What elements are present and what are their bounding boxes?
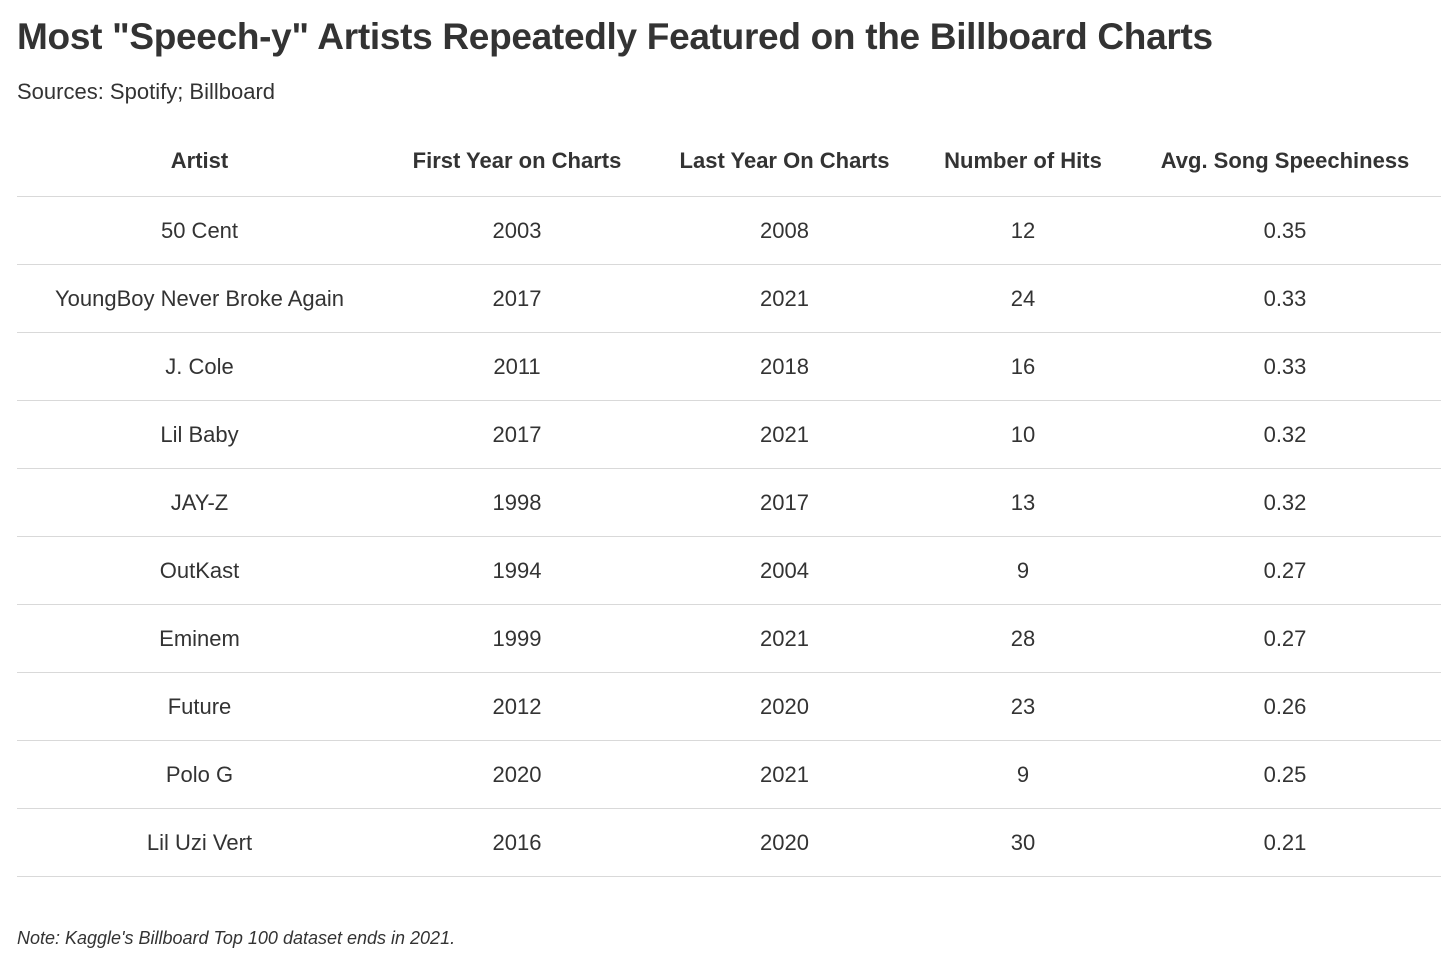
cell-artist: JAY-Z [17, 468, 382, 537]
column-header-first-year: First Year on Charts [382, 126, 652, 197]
column-header-avg-speechiness: Avg. Song Speechiness [1129, 126, 1441, 197]
column-header-number-of-hits: Number of Hits [917, 126, 1129, 197]
cell-number-of-hits: 13 [917, 468, 1129, 537]
table-row: Lil Uzi Vert 2016 2020 30 0.21 [17, 808, 1441, 877]
cell-last-year: 2008 [652, 196, 917, 265]
cell-number-of-hits: 10 [917, 400, 1129, 469]
cell-number-of-hits: 16 [917, 332, 1129, 401]
cell-artist: Future [17, 672, 382, 741]
cell-last-year: 2020 [652, 672, 917, 741]
cell-last-year: 2018 [652, 332, 917, 401]
cell-number-of-hits: 28 [917, 604, 1129, 673]
cell-number-of-hits: 9 [917, 740, 1129, 809]
cell-artist: 50 Cent [17, 196, 382, 265]
column-header-last-year: Last Year On Charts [652, 126, 917, 197]
table-row: Polo G 2020 2021 9 0.25 [17, 740, 1441, 809]
cell-first-year: 2012 [382, 672, 652, 741]
cell-number-of-hits: 24 [917, 264, 1129, 333]
column-header-artist: Artist [17, 126, 382, 197]
footnote: Note: Kaggle's Billboard Top 100 dataset… [17, 928, 456, 948]
table-header-row: Artist First Year on Charts Last Year On… [17, 126, 1441, 197]
cell-last-year: 2017 [652, 468, 917, 537]
cell-avg-speechiness: 0.32 [1129, 468, 1441, 537]
table-row: OutKast 1994 2004 9 0.27 [17, 536, 1441, 605]
table-row: YoungBoy Never Broke Again 2017 2021 24 … [17, 264, 1441, 333]
cell-avg-speechiness: 0.35 [1129, 196, 1441, 265]
cell-last-year: 2021 [652, 740, 917, 809]
cell-avg-speechiness: 0.32 [1129, 400, 1441, 469]
cell-artist: Polo G [17, 740, 382, 809]
cell-artist: Lil Uzi Vert [17, 808, 382, 877]
table-row: Eminem 1999 2021 28 0.27 [17, 604, 1441, 673]
cell-avg-speechiness: 0.27 [1129, 604, 1441, 673]
cell-avg-speechiness: 0.33 [1129, 332, 1441, 401]
cell-artist: OutKast [17, 536, 382, 605]
table-row: 50 Cent 2003 2008 12 0.35 [17, 196, 1441, 265]
cell-number-of-hits: 30 [917, 808, 1129, 877]
cell-avg-speechiness: 0.21 [1129, 808, 1441, 877]
cell-artist: YoungBoy Never Broke Again [17, 264, 382, 333]
cell-first-year: 2017 [382, 264, 652, 333]
table-row: J. Cole 2011 2018 16 0.33 [17, 332, 1441, 401]
cell-last-year: 2021 [652, 264, 917, 333]
table-row: Future 2012 2020 23 0.26 [17, 672, 1441, 741]
cell-avg-speechiness: 0.33 [1129, 264, 1441, 333]
cell-first-year: 1998 [382, 468, 652, 537]
cell-first-year: 1994 [382, 536, 652, 605]
cell-first-year: 2003 [382, 196, 652, 265]
cell-avg-speechiness: 0.26 [1129, 672, 1441, 741]
cell-first-year: 2020 [382, 740, 652, 809]
cell-first-year: 2016 [382, 808, 652, 877]
chart-title: Most "Speech-y" Artists Repeatedly Featu… [17, 16, 1213, 57]
cell-avg-speechiness: 0.27 [1129, 536, 1441, 605]
table-row: Lil Baby 2017 2021 10 0.32 [17, 400, 1441, 469]
chart-sources: Sources: Spotify; Billboard [17, 79, 276, 104]
cell-avg-speechiness: 0.25 [1129, 740, 1441, 809]
cell-first-year: 2011 [382, 332, 652, 401]
cell-artist: Lil Baby [17, 400, 382, 469]
cell-first-year: 1999 [382, 604, 652, 673]
cell-first-year: 2017 [382, 400, 652, 469]
cell-last-year: 2021 [652, 400, 917, 469]
cell-number-of-hits: 23 [917, 672, 1129, 741]
cell-last-year: 2021 [652, 604, 917, 673]
cell-last-year: 2020 [652, 808, 917, 877]
cell-last-year: 2004 [652, 536, 917, 605]
cell-number-of-hits: 12 [917, 196, 1129, 265]
table-row: JAY-Z 1998 2017 13 0.32 [17, 468, 1441, 537]
cell-artist: J. Cole [17, 332, 382, 401]
cell-artist: Eminem [17, 604, 382, 673]
data-table: Artist First Year on Charts Last Year On… [17, 126, 1441, 877]
cell-number-of-hits: 9 [917, 536, 1129, 605]
